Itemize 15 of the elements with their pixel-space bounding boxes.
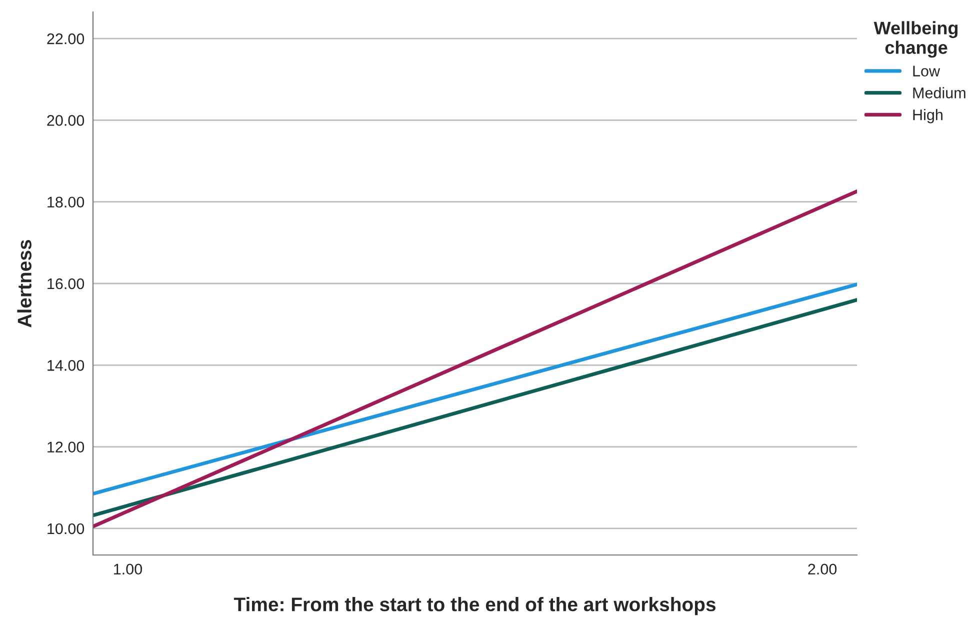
y-tick-label: 10.00: [48, 523, 84, 534]
x-axis-title: Time: From the start to the end of the art workshops: [234, 597, 716, 616]
legend-label: Medium: [913, 87, 966, 98]
y-tick-label: 22.00: [47, 33, 84, 44]
legend-title: Wellbeing change: [874, 21, 958, 58]
y-axis-title: Alertness: [17, 240, 32, 328]
y-tick-label: 16.00: [48, 278, 84, 290]
x-tick-label: 2.00: [808, 564, 837, 575]
legend-label: Low: [913, 66, 940, 76]
y-tick-label: 12.00: [48, 442, 84, 452]
legend-label: High: [913, 109, 942, 124]
y-tick-label: 18.00: [48, 196, 84, 208]
x-tick-label: 1.00: [114, 564, 142, 575]
y-tick-label: 14.00: [48, 360, 84, 371]
y-tick-label: 20.00: [47, 115, 84, 126]
